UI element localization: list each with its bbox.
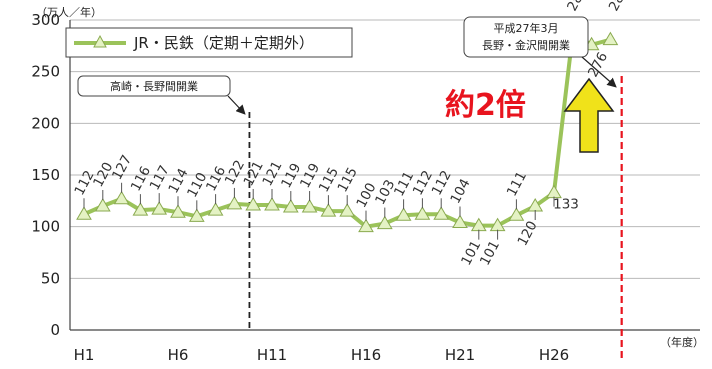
takasaki-callout-arrow	[228, 96, 244, 113]
x-tick-label: H6	[168, 346, 189, 364]
x-tick-label: H11	[257, 346, 287, 364]
up-arrow-icon	[565, 79, 613, 152]
data-label: 133	[553, 197, 579, 213]
data-label: 287	[564, 0, 590, 14]
y-tick-label: 150	[31, 166, 60, 184]
data-label: 111	[504, 169, 530, 199]
x-tick-label: H26	[539, 346, 569, 364]
data-label: 101	[477, 238, 503, 268]
kanazawa-callout-line1: 平成27年3月	[494, 21, 559, 35]
y-tick-label: 100	[31, 218, 60, 236]
data-label: 115	[335, 165, 361, 195]
y-unit-label: （万人／年）	[36, 5, 102, 19]
legend-label: JR・民鉄（定期＋定期外）	[133, 34, 314, 52]
takasaki-callout: 高崎・長野間開業	[78, 76, 244, 113]
y-tick-label: 50	[41, 269, 60, 287]
multiplier-note: 約2倍	[445, 88, 526, 123]
y-tick-label: 200	[31, 114, 60, 132]
data-label: 120	[515, 218, 541, 248]
y-tick-label: 250	[31, 63, 60, 81]
y-tick-label: 0	[50, 321, 60, 339]
kanazawa-callout-line2: 長野・金沢間開業	[482, 38, 570, 52]
x-tick-label: H21	[445, 346, 475, 364]
data-point-marker	[115, 192, 129, 204]
data-label: 281	[606, 0, 632, 14]
takasaki-callout-text: 高崎・長野間開業	[110, 79, 198, 93]
legend: JR・民鉄（定期＋定期外）	[66, 28, 352, 57]
x-tick-label: H1	[74, 346, 95, 364]
x-tick-label: H16	[351, 346, 381, 364]
x-unit-label: （年度）	[660, 335, 704, 349]
data-point-marker	[603, 33, 617, 45]
data-label: 276	[585, 50, 611, 80]
